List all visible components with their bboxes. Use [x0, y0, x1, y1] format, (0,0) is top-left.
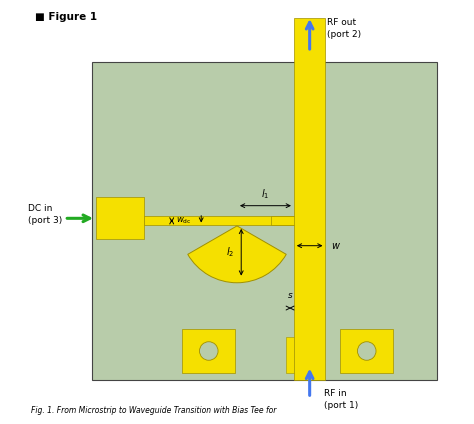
Text: $s$: $s$	[287, 291, 293, 301]
Bar	[91, 62, 437, 380]
Bar	[96, 197, 144, 240]
Text: $w_{\rm dc}$: $w_{\rm dc}$	[176, 215, 191, 226]
Text: DC in
(port 3): DC in (port 3)	[28, 204, 63, 224]
Circle shape	[357, 342, 376, 360]
Text: RF out
(port 2): RF out (port 2)	[327, 18, 361, 39]
Text: $w$: $w$	[330, 241, 340, 251]
Circle shape	[200, 342, 218, 360]
Text: $l_1$: $l_1$	[261, 187, 270, 201]
Bar	[286, 337, 294, 373]
Text: ■ Figure 1: ■ Figure 1	[35, 12, 97, 22]
Bar	[294, 18, 326, 380]
Bar	[182, 329, 235, 373]
Text: RF in
(port 1): RF in (port 1)	[324, 389, 359, 410]
Bar	[144, 216, 294, 226]
Bar	[340, 329, 393, 373]
Bar	[271, 216, 295, 226]
Wedge shape	[188, 226, 286, 283]
Text: Fig. 1. From Microstrip to Waveguide Transition with Bias Tee for: Fig. 1. From Microstrip to Waveguide Tra…	[31, 406, 276, 415]
Text: $l_2$: $l_2$	[227, 245, 235, 259]
